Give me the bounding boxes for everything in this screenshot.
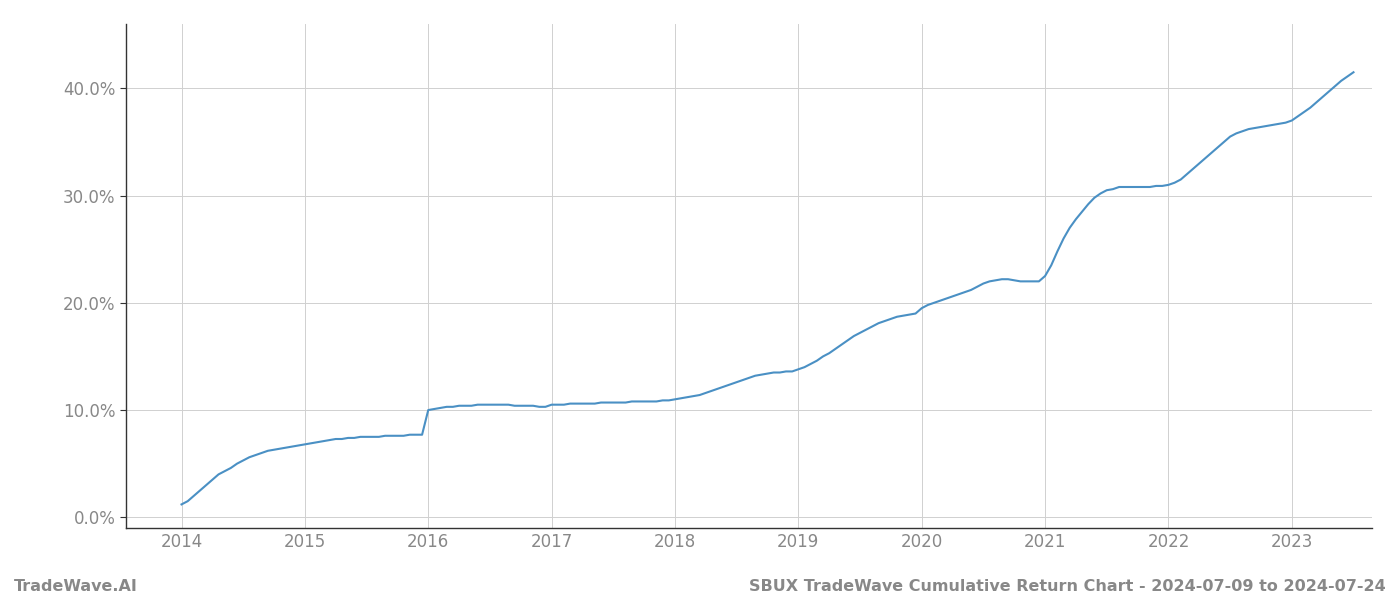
- Text: SBUX TradeWave Cumulative Return Chart - 2024-07-09 to 2024-07-24: SBUX TradeWave Cumulative Return Chart -…: [749, 579, 1386, 594]
- Text: TradeWave.AI: TradeWave.AI: [14, 579, 137, 594]
